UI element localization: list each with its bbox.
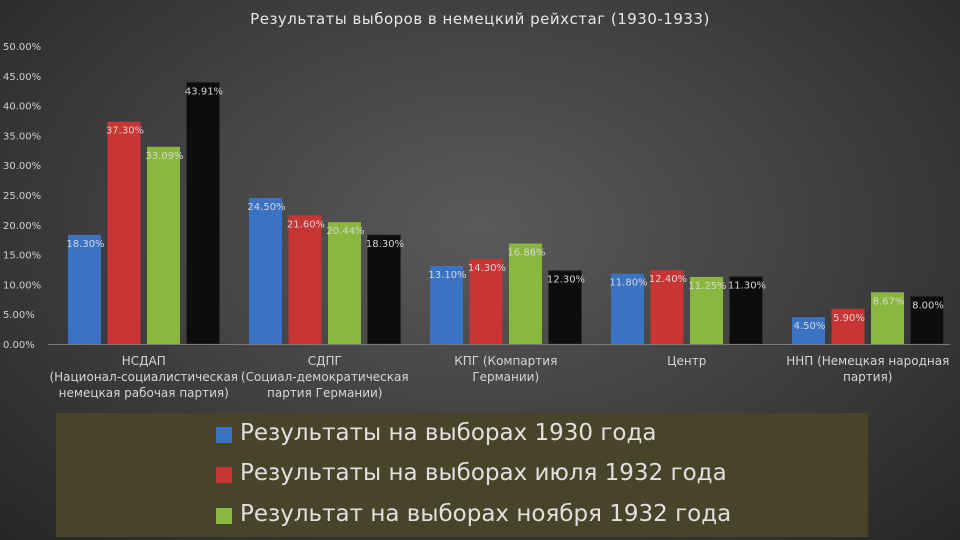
- data-label: 11.80%: [609, 278, 647, 289]
- data-label: 8.00%: [912, 300, 944, 311]
- data-label: 21.60%: [287, 219, 325, 230]
- bar: [186, 81, 220, 345]
- data-label: 18.30%: [366, 239, 404, 250]
- y-tick-label: 40.00%: [3, 102, 41, 113]
- y-tick-label: 25.00%: [3, 191, 41, 202]
- bar: [68, 234, 101, 344]
- category-label: Центр: [667, 354, 706, 368]
- data-label: 11.30%: [728, 281, 766, 292]
- legend: Результаты на выборах 1930 года Результа…: [56, 413, 868, 537]
- bar: [650, 270, 684, 344]
- data-label: 8.67%: [873, 296, 905, 307]
- data-label: 18.30%: [66, 239, 104, 250]
- bar: [367, 234, 401, 345]
- category-label: СДПГ (Социал-демократическая партия Герман…: [241, 354, 409, 400]
- data-label: 5.90%: [833, 313, 865, 324]
- data-label: 20.44%: [326, 226, 364, 237]
- bar: [611, 273, 644, 344]
- y-tick-label: 5.00%: [3, 310, 35, 321]
- data-label: 16.86%: [507, 248, 545, 259]
- y-tick-label: 10.00%: [3, 280, 41, 291]
- bar: [729, 276, 763, 345]
- legend-label-nov-1932: Результат на выборах ноября 1932 года: [240, 501, 732, 527]
- data-label: 43.91%: [185, 86, 223, 97]
- legend-swatch-1930: [216, 427, 232, 443]
- bar: [910, 295, 944, 345]
- data-label: 11.25%: [688, 281, 726, 292]
- chart-title: Результаты выборов в немецкий рейхстаг (…: [250, 10, 710, 28]
- y-tick-label: 15.00%: [3, 251, 41, 262]
- bar: [328, 222, 361, 344]
- data-label: 12.40%: [649, 274, 687, 285]
- y-tick-label: 45.00%: [3, 72, 41, 83]
- data-label: 33.09%: [145, 151, 183, 162]
- y-axis: 0.00% 5.00% 10.00% 15.00% 20.00% 25.00% 30.00%…: [3, 42, 41, 351]
- bar: [690, 276, 723, 344]
- category-label: КПГ (Компартия Германии): [454, 354, 557, 384]
- data-label: 13.10%: [428, 270, 466, 281]
- category-label: НСДАП (Национал-социалистическая немецкая …: [49, 354, 238, 400]
- bar: [831, 308, 865, 344]
- data-label: 12.30%: [547, 275, 585, 286]
- bar: [288, 215, 322, 344]
- legend-swatch-july-1932: [216, 467, 232, 483]
- category-label: ННП (Немецкая народная партия): [786, 354, 949, 384]
- y-tick-label: 35.00%: [3, 131, 41, 142]
- bar: [147, 146, 180, 344]
- bar: [430, 265, 463, 344]
- bar: [871, 292, 904, 344]
- data-label: 24.50%: [247, 202, 285, 213]
- data-label: 37.30%: [106, 126, 144, 137]
- bar: [249, 197, 282, 344]
- y-tick-label: 20.00%: [3, 221, 41, 232]
- x-axis: НСДАП (Национал-социалистическая немецкая …: [48, 344, 950, 400]
- bar: [792, 317, 825, 344]
- data-labels: 18.30% 37.30% 33.09% 43.91% 24.50%21.60%20.4…: [66, 86, 943, 332]
- bar: [509, 243, 542, 344]
- bar: [107, 121, 141, 344]
- legend-swatch-nov-1932: [216, 508, 232, 524]
- legend-label-july-1932: Результаты на выборах июля 1932 года: [240, 460, 727, 486]
- y-tick-label: 0.00%: [3, 340, 35, 351]
- y-tick-label: 50.00%: [3, 42, 41, 53]
- y-tick-label: 30.00%: [3, 161, 41, 172]
- bar: [469, 258, 503, 344]
- data-label: 14.30%: [468, 263, 506, 274]
- legend-label-1930: Результаты на выборах 1930 года: [240, 420, 657, 446]
- bars: [68, 81, 944, 345]
- data-label: 4.50%: [794, 321, 826, 332]
